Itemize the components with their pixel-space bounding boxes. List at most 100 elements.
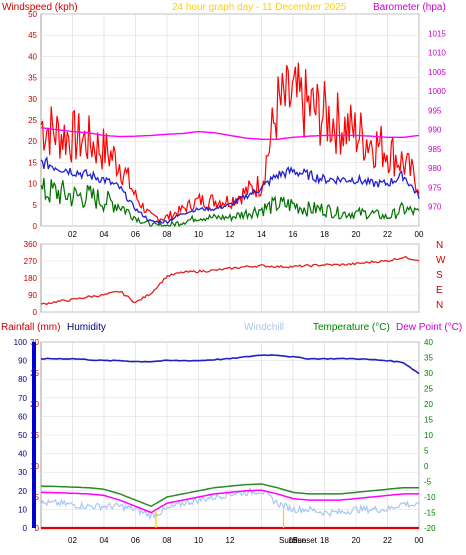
direction-tick-label: 0 (33, 308, 38, 317)
barometer-tick-label: 970 (428, 203, 442, 212)
temperature-tick-label: 10 (424, 431, 433, 440)
humidity-tick-label: 50 (18, 431, 27, 440)
x-tick-label: 16 (289, 536, 298, 545)
windspeed-tick-label: 35 (28, 74, 37, 83)
direction-tick-label: 270 (24, 257, 38, 266)
humidity-tick-label: 90 (18, 357, 27, 366)
x-tick-label: 22 (383, 536, 392, 545)
dewpoint-line (41, 489, 419, 514)
sunset-label: Sunset (292, 536, 318, 545)
compass-label: S (436, 270, 443, 281)
x-tick-label: 04 (100, 230, 109, 239)
compass-label: N (436, 300, 443, 311)
windchill-line (40, 487, 420, 521)
humidity-line (40, 354, 420, 375)
direction-tick-label: 180 (24, 274, 38, 283)
windspeed-tick-label: 0 (33, 222, 38, 231)
x-tick-label: 16 (289, 230, 298, 239)
rainfall-tick-label: 5 (35, 493, 40, 502)
barometer-line (40, 127, 420, 140)
wind-avg-line (40, 156, 420, 225)
humidity-tick-label: 80 (18, 375, 27, 384)
barometer-label: Barometer (hpa) (373, 2, 446, 13)
x-tick-label: 06 (131, 230, 140, 239)
x-tick-label: 02 (68, 536, 77, 545)
temperature-tick-label: 35 (424, 354, 433, 363)
x-tick-label: 20 (352, 230, 361, 239)
temperature-tick-label: -15 (424, 509, 436, 518)
rainfall-tick-label: 0 (35, 524, 40, 533)
windspeed-tick-label: 25 (28, 116, 37, 125)
x-tick-label: 22 (383, 230, 392, 239)
x-tick-label: 18 (320, 536, 329, 545)
humidity-tick-label: 0 (23, 524, 28, 533)
windspeed-tick-label: 5 (33, 201, 38, 210)
temperature-tick-label: 0 (424, 462, 429, 471)
barometer-tick-label: 1010 (428, 49, 446, 58)
dewpoint-label: Dew Point (°C) (396, 322, 462, 333)
windspeed-tick-label: 45 (28, 31, 37, 40)
humidity-tick-label: 40 (18, 450, 27, 459)
x-tick-label: 08 (163, 230, 172, 239)
humidity-tick-label: 20 (18, 487, 27, 496)
windspeed-label: Windspeed (kph) (2, 2, 78, 13)
barometer-tick-label: 1000 (428, 87, 446, 96)
x-tick-label: 20 (352, 536, 361, 545)
graph-day-title: 24 hour graph day - 11 December 2025 (172, 2, 347, 13)
barometer-tick-label: 980 (428, 164, 442, 173)
temperature-tick-label: 5 (424, 447, 429, 456)
x-tick-label: 02 (68, 230, 77, 239)
humidity-axis-bar (32, 342, 36, 528)
compass-label: W (436, 255, 446, 266)
barometer-tick-label: 985 (428, 145, 442, 154)
windspeed-tick-label: 20 (28, 137, 37, 146)
temperature-tick-label: -5 (424, 478, 432, 487)
direction-tick-label: 90 (28, 291, 37, 300)
humidity-tick-label: 100 (14, 338, 28, 347)
x-tick-label: 08 (163, 536, 172, 545)
temperature-tick-label: 30 (424, 369, 433, 378)
temperature-tick-label: 20 (424, 400, 433, 409)
temperature-line (40, 483, 419, 508)
humidity-label: Humidity (67, 322, 106, 333)
humidity-tick-label: 70 (18, 394, 27, 403)
humidity-tick-label: 60 (18, 412, 27, 421)
x-tick-label: 06 (131, 536, 140, 545)
x-tick-label: 10 (194, 230, 203, 239)
temperature-tick-label: -10 (424, 493, 436, 502)
x-tick-label: 12 (226, 230, 235, 239)
temperature-tick-label: 15 (424, 416, 433, 425)
windspeed-tick-label: 30 (28, 95, 37, 104)
windspeed-tick-label: 15 (28, 158, 37, 167)
x-tick-label: 00 (415, 230, 424, 239)
wind-gust-line (40, 62, 420, 225)
windspeed-tick-label: 10 (28, 180, 37, 189)
temperature-tick-label: 40 (424, 338, 433, 347)
barometer-tick-label: 975 (428, 183, 442, 192)
x-tick-label: 00 (415, 536, 424, 545)
x-tick-label: 14 (257, 230, 266, 239)
x-tick-label: 12 (226, 536, 235, 545)
x-tick-label: 10 (194, 536, 203, 545)
barometer-tick-label: 995 (428, 106, 442, 115)
barometer-tick-label: 1005 (428, 68, 446, 77)
temperature-tick-label: 25 (424, 385, 433, 394)
windspeed-tick-label: 50 (28, 10, 37, 19)
x-tick-label: 04 (100, 536, 109, 545)
wind-direction-line (40, 255, 420, 306)
barometer-tick-label: 990 (428, 126, 442, 135)
temperature-humidity-panel: 0102030405060708090100051015202530403530… (1, 322, 462, 545)
wind-barometer-panel: 0510152025303540455097097598098599099510… (2, 2, 446, 239)
temperature-label: Temperature (°C) (313, 322, 390, 333)
windchill-label: Windchill (244, 322, 284, 333)
humidity-tick-label: 30 (18, 468, 27, 477)
compass-label: E (436, 285, 443, 296)
barometer-tick-label: 1015 (428, 29, 446, 38)
wind-min-line (40, 177, 420, 228)
x-tick-label: 18 (320, 230, 329, 239)
windspeed-tick-label: 40 (28, 52, 37, 61)
humidity-tick-label: 10 (18, 505, 27, 514)
sunrise-label: Sunrise (279, 536, 307, 545)
